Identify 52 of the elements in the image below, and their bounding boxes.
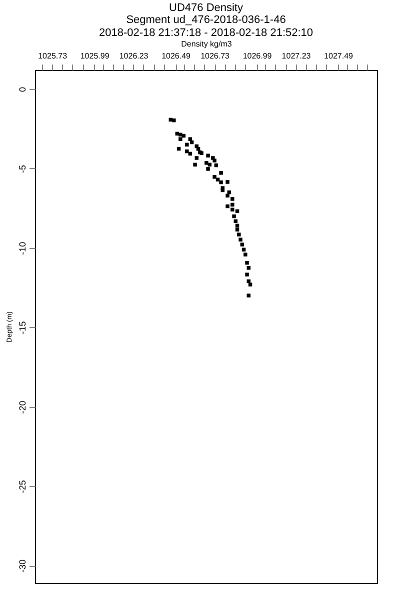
point — [185, 142, 189, 147]
x-tick-label: 1026.49 — [162, 52, 192, 60]
x-axis-title: Density kg/m3 — [181, 40, 232, 48]
point — [235, 228, 240, 232]
point — [204, 161, 208, 165]
point — [226, 204, 230, 208]
point — [188, 137, 192, 141]
point — [226, 194, 230, 198]
x-tick-label: 1025.99 — [80, 52, 110, 60]
x-tick-label: 1026.23 — [119, 52, 149, 60]
point — [206, 154, 210, 158]
point — [245, 272, 249, 276]
x-tick-label: 1026.73 — [200, 52, 230, 60]
x-tick-label: 1027.23 — [282, 52, 312, 60]
point — [237, 232, 241, 236]
point — [196, 147, 200, 151]
y-tick-label: -25 — [18, 480, 28, 494]
chart-title: UD476 Density — [169, 2, 244, 14]
point — [193, 162, 197, 167]
point — [194, 156, 199, 160]
point — [230, 202, 234, 207]
point — [230, 197, 234, 201]
y-tick-label: 0 — [18, 87, 28, 92]
y-tick-label: -5 — [18, 164, 28, 173]
point — [178, 137, 182, 141]
point — [244, 252, 248, 256]
point — [238, 238, 242, 242]
x-tick-label: 1026.99 — [242, 52, 272, 60]
point — [246, 266, 251, 270]
x-tick-label: 1025.73 — [38, 52, 68, 60]
y-tick-label: -20 — [18, 400, 28, 414]
point — [212, 158, 216, 162]
point — [246, 294, 251, 298]
point — [216, 178, 220, 182]
point — [219, 180, 223, 184]
point — [230, 208, 234, 212]
point — [248, 282, 252, 286]
point — [226, 180, 230, 184]
y-tick-label: -30 — [18, 560, 28, 573]
point — [212, 175, 216, 179]
point — [185, 149, 189, 154]
point — [245, 260, 249, 265]
chart-subtitle: Segment ud_476-2018-036-1-46 2018-02-18 21:37:18 - 2018-02-18 21:52:10 — [98, 14, 314, 39]
point — [219, 171, 223, 175]
point — [206, 167, 210, 171]
point — [172, 118, 176, 122]
x-tick-label: 1027.49 — [324, 52, 354, 60]
y-tick-label: -10 — [18, 242, 28, 255]
point — [178, 132, 182, 137]
point — [232, 214, 236, 218]
point — [240, 242, 244, 246]
y-tick-label: -15 — [18, 321, 28, 334]
